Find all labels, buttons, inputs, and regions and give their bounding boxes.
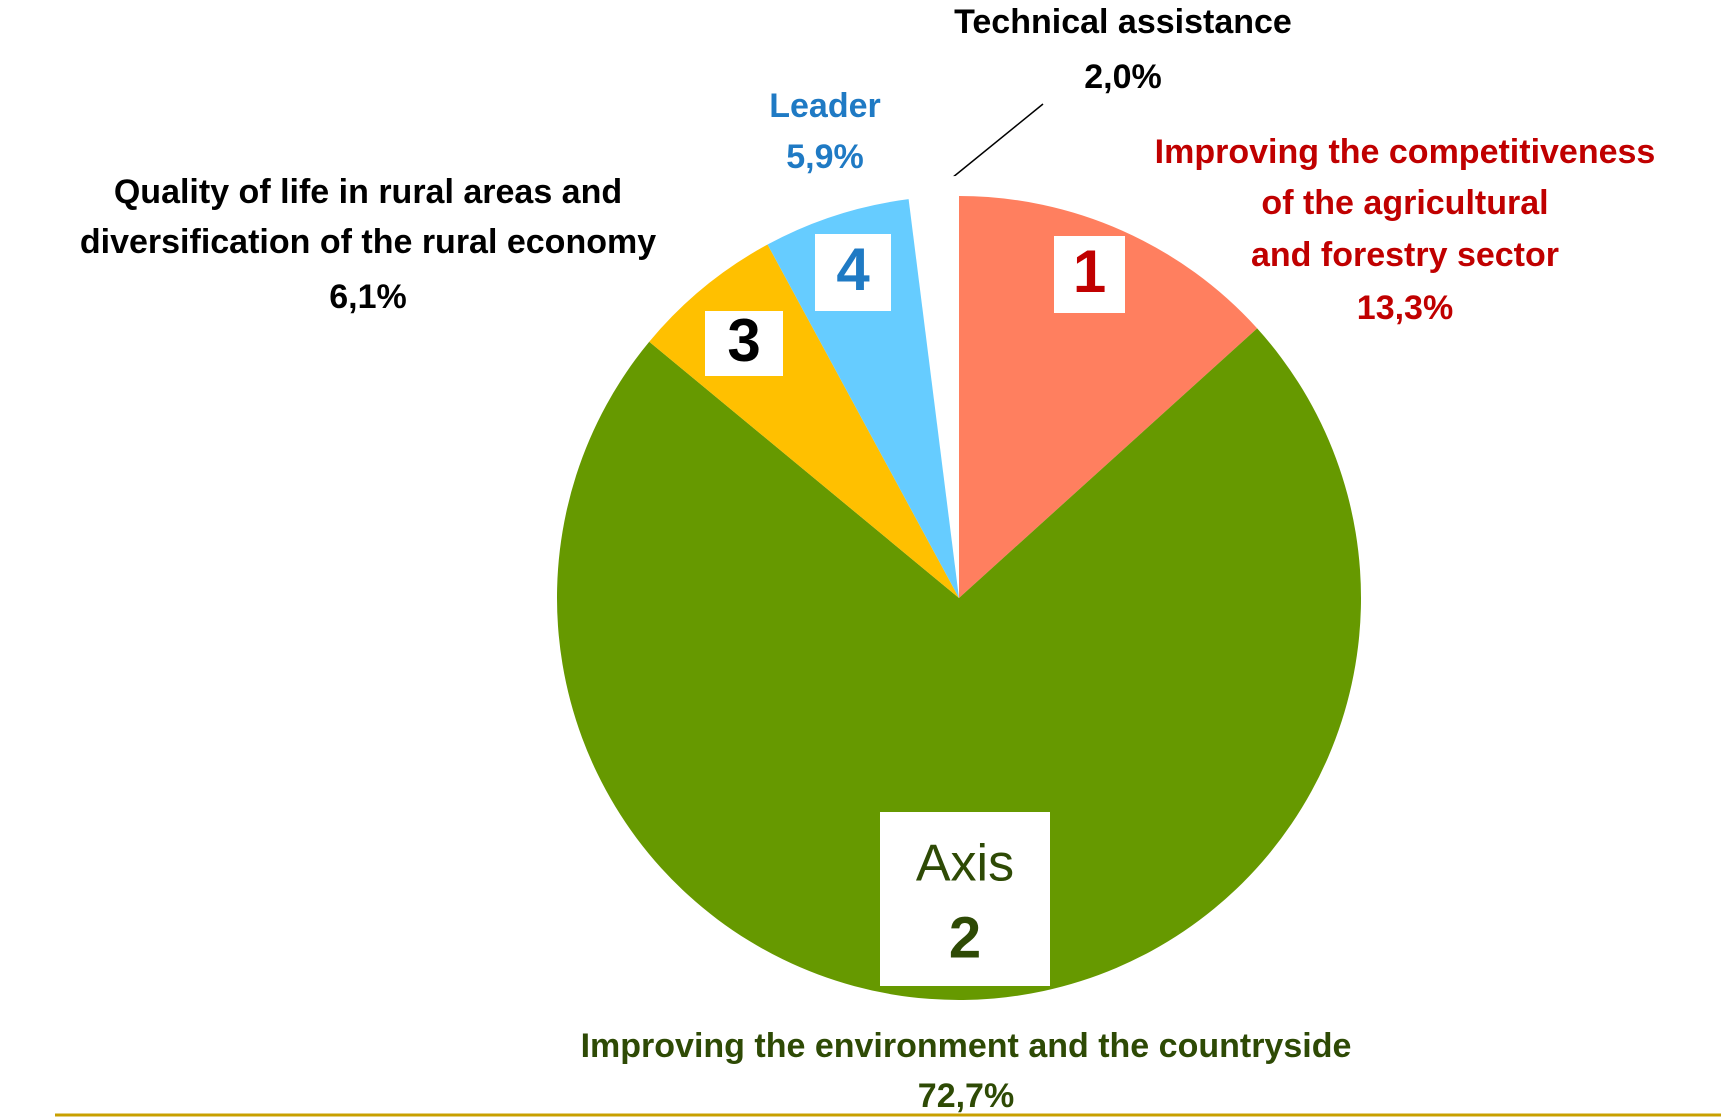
- marker-box: [880, 812, 1050, 986]
- marker-label: 1: [1073, 238, 1106, 305]
- value-label: 2,0%: [1084, 58, 1162, 96]
- marker-label: Axis: [916, 835, 1014, 893]
- slice-label: and forestry sector: [1251, 236, 1559, 274]
- value-label: 6,1%: [329, 278, 407, 316]
- pie-slice: [907, 176, 958, 579]
- value-label: 72,7%: [918, 1077, 1014, 1115]
- marker-label: 2: [949, 905, 981, 970]
- value-label: 13,3%: [1357, 289, 1453, 327]
- slice-label: Leader: [769, 87, 881, 125]
- marker-box: [815, 234, 891, 311]
- marker-label: 4: [836, 236, 870, 303]
- slice-label: Improving the environment and the countr…: [581, 1027, 1352, 1065]
- marker-box: [705, 311, 783, 376]
- pie-slice: [556, 328, 1361, 1001]
- slice-label: Improving the competitiveness: [1155, 133, 1656, 171]
- slice-label: diversification of the rural economy: [80, 223, 656, 261]
- pie-slice: [959, 196, 1258, 598]
- marker-box: [1054, 236, 1125, 313]
- slice-label: Technical assistance: [954, 3, 1292, 41]
- slice-label: Quality of life in rural areas and: [114, 173, 622, 211]
- slice-label: of the agricultural: [1261, 184, 1548, 222]
- value-label: 5,9%: [786, 138, 864, 176]
- marker-label: 3: [727, 307, 760, 374]
